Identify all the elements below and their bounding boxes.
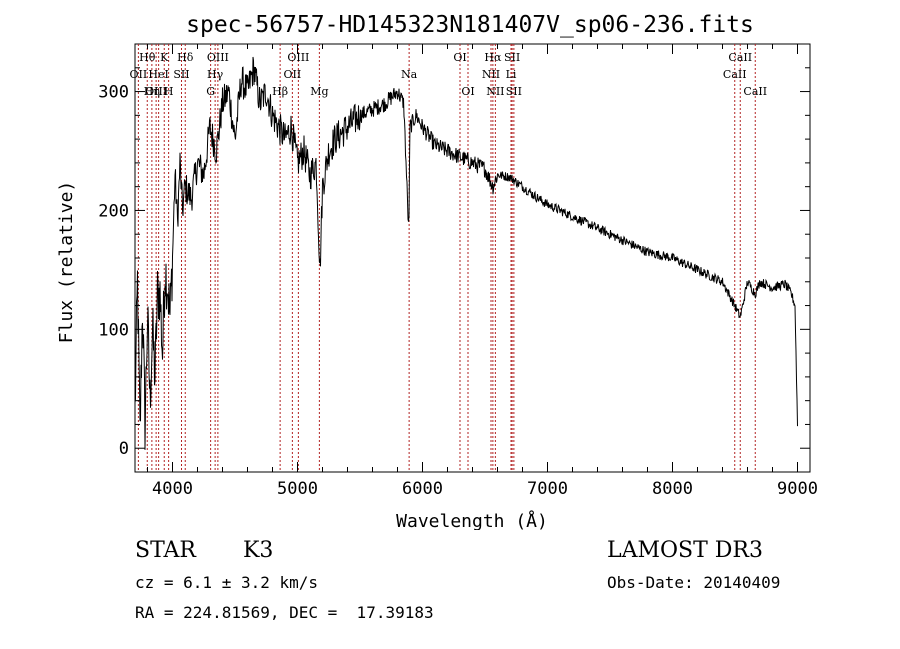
- plot-frame: [134, 43, 811, 473]
- line-label: CaII: [728, 51, 752, 64]
- obs-date: Obs-Date: 20140409: [607, 573, 781, 592]
- line-label: SII: [506, 85, 522, 98]
- x-tick-label: 5000: [277, 479, 318, 499]
- line-label: SII: [173, 68, 189, 81]
- line-label: SII: [504, 51, 520, 64]
- spectrum-line: [134, 56, 798, 450]
- y-tick-label: 300: [98, 83, 129, 103]
- object-class: STAR: [135, 538, 196, 563]
- line-label: HeI: [148, 68, 168, 81]
- line-label: CaII: [743, 85, 767, 98]
- line-label: OI: [453, 51, 466, 64]
- line-label: OII: [284, 68, 302, 81]
- line-label: OI: [461, 85, 474, 98]
- line-label: Hδ: [177, 51, 194, 64]
- line-label: Hα: [484, 51, 502, 64]
- redshift-readout: cz = 6.1 ± 3.2 km/s: [135, 573, 319, 592]
- coordinates: RA = 224.81569, DEC = 17.39183: [135, 603, 434, 622]
- y-tick-label: 200: [98, 201, 129, 221]
- x-tick-label: 8000: [652, 479, 693, 499]
- x-axis-label: Wavelength (Å): [396, 510, 548, 530]
- axes: 4000 5000 6000 7000 8000 9000 0 100 200 300: [98, 44, 818, 499]
- line-labels: Hθ OII OIII K HeI Hη SII H Hδ OIII Hγ G OIII OII Hβ Mg N…: [130, 51, 768, 98]
- line-label: H: [164, 85, 174, 98]
- line-label: Hθ: [139, 51, 156, 64]
- line-label: G: [206, 85, 215, 98]
- line-label: OIII: [207, 51, 229, 64]
- line-label: Hγ: [207, 68, 224, 81]
- line-label: CaII: [723, 68, 747, 81]
- x-tick-label: 7000: [527, 479, 568, 499]
- line-label: OIII: [145, 85, 167, 98]
- line-label: Hβ: [272, 85, 288, 98]
- x-tick-label: 6000: [402, 479, 443, 499]
- line-label: K: [160, 51, 169, 64]
- line-label: NII: [486, 85, 504, 98]
- line-label: Li: [506, 68, 517, 81]
- chart-title: spec-56757-HD145323N181407V_sp06-236.fit…: [186, 12, 754, 38]
- line-label: NII: [482, 68, 500, 81]
- y-tick-label: 0: [119, 439, 129, 459]
- y-axis-label: Flux (relative): [56, 181, 77, 344]
- line-label: Mg: [310, 85, 328, 98]
- line-label: Hη: [144, 85, 160, 98]
- spectrum-chart: spec-56757-HD145323N181407V_sp06-236.fit…: [56, 12, 818, 530]
- subclass: K3: [243, 538, 274, 563]
- line-label: OII: [130, 68, 148, 81]
- y-tick-label: 100: [98, 320, 129, 340]
- survey-name: LAMOST DR3: [607, 538, 763, 563]
- line-label: Na: [401, 68, 418, 81]
- x-tick-label: 9000: [777, 479, 818, 499]
- line-label: OIII: [287, 51, 309, 64]
- x-tick-label: 4000: [152, 479, 193, 499]
